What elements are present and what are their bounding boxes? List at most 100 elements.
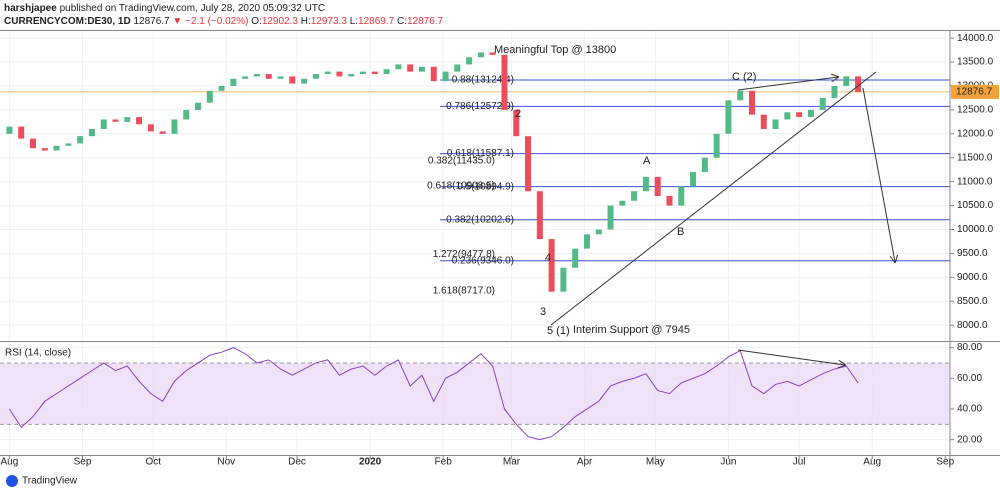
annotation: Interim Support @ 7945 [573, 324, 690, 336]
candle [701, 157, 708, 173]
candle [30, 138, 37, 149]
candle [454, 64, 461, 72]
candle [183, 109, 190, 120]
candle [265, 74, 272, 79]
candle [513, 109, 520, 137]
symbol-line: CURRENCYCOM:DE30, 1D 12876.7 ▼ −2.1 (−0.… [4, 16, 444, 27]
candle [112, 119, 119, 122]
y-tick-label: 11500.0 [957, 152, 993, 163]
candle [607, 205, 614, 230]
target-label: 0.618(10908.5) [427, 181, 495, 192]
candle [501, 54, 508, 110]
candle [525, 136, 532, 192]
y-tick-label: 20.00 [957, 434, 982, 445]
candle [831, 85, 838, 98]
candle [147, 124, 154, 132]
candle [642, 176, 649, 192]
rsi-line [9, 347, 859, 441]
candle [760, 114, 767, 130]
candle [477, 52, 484, 58]
candle [666, 196, 673, 206]
logo [6, 475, 18, 487]
candle [324, 71, 331, 75]
last: 12876.7 [133, 16, 170, 27]
candle [442, 71, 449, 82]
candle [218, 85, 225, 91]
candle [855, 76, 862, 92]
candle [371, 71, 378, 75]
fib-label: 0.382(10202.6) [446, 214, 514, 225]
price-pane: 8000.0 8500.0 9000.0 9500.0 10000.0 10500.0 11… [0, 30, 999, 340]
candle [713, 133, 720, 158]
candle [430, 66, 437, 82]
y-tick-label: 8000.0 [957, 320, 988, 331]
y-tick-label: 12000.0 [957, 128, 994, 139]
candle [489, 52, 496, 55]
y-tick-label: 13500.0 [957, 57, 994, 68]
candle [418, 66, 425, 72]
candle [595, 229, 602, 235]
x-tick-label: Mar [503, 457, 521, 468]
author: harshjapee [4, 3, 57, 14]
candle [277, 76, 284, 79]
candle [383, 69, 390, 75]
y-tick-label: 10500.0 [957, 200, 994, 211]
candle [772, 119, 779, 130]
fib-label: 0.236(9346.0) [452, 255, 514, 266]
wave-label: 3 [540, 306, 546, 318]
candle [100, 119, 107, 130]
candle [18, 126, 25, 139]
x-tick-label: May [646, 457, 665, 468]
candle [53, 145, 60, 151]
candle [124, 117, 131, 122]
x-tick-label: Oct [145, 457, 161, 468]
rsi-divergence-arrow [737, 349, 845, 365]
candle [77, 136, 84, 144]
x-tick-label: Dec [288, 457, 306, 468]
x-tick-label: Aug [1, 457, 19, 468]
y-tick-label: 9500.0 [957, 248, 988, 259]
x-tick-label: Feb [435, 457, 453, 468]
candle [619, 200, 626, 206]
candle [725, 100, 732, 134]
y-tick-label: 8500.0 [957, 296, 988, 307]
wave-label: 5 (1) [547, 325, 570, 337]
x-tick-label: Nov [217, 457, 235, 468]
candle [41, 148, 48, 151]
wave-label: 2 [515, 108, 521, 120]
x-tick-label: Aug [863, 457, 881, 468]
trend-line [550, 71, 877, 326]
wave-label: B [677, 226, 684, 238]
candle [631, 191, 638, 201]
candle [466, 57, 473, 65]
y-tick-label: 9000.0 [957, 272, 988, 283]
candle [159, 131, 166, 134]
candle [560, 267, 567, 292]
candle [171, 119, 178, 134]
candle [807, 109, 814, 118]
published: published on TradingView.com, July 28, 2… [60, 3, 326, 14]
x-tick-label: Sep [936, 457, 954, 468]
candle [242, 76, 249, 79]
candle [583, 234, 590, 249]
candle [360, 71, 367, 75]
y-tick-label: 12500.0 [957, 105, 994, 116]
x-tick-label: Sep [74, 457, 92, 468]
candle [737, 90, 744, 101]
candle [654, 176, 661, 197]
h-label: H: [301, 16, 311, 27]
candle [548, 239, 555, 292]
target-label: 0.382(11435.0) [428, 155, 495, 166]
y-tick-label: 40.00 [957, 404, 982, 415]
header-line: harshjapee published on TradingView.com,… [4, 3, 325, 14]
candle [348, 74, 355, 77]
candle [206, 90, 213, 103]
fib-label: 0.786(12572.9) [446, 101, 514, 112]
x-tick-label: 2020 [359, 457, 382, 468]
candle [395, 64, 402, 70]
y-tick-label: 80.00 [957, 342, 982, 353]
fib-label: 0.5(10894.9) [457, 181, 514, 192]
candle [796, 112, 803, 118]
wave-label: C (2) [732, 71, 756, 83]
candle [572, 248, 579, 268]
